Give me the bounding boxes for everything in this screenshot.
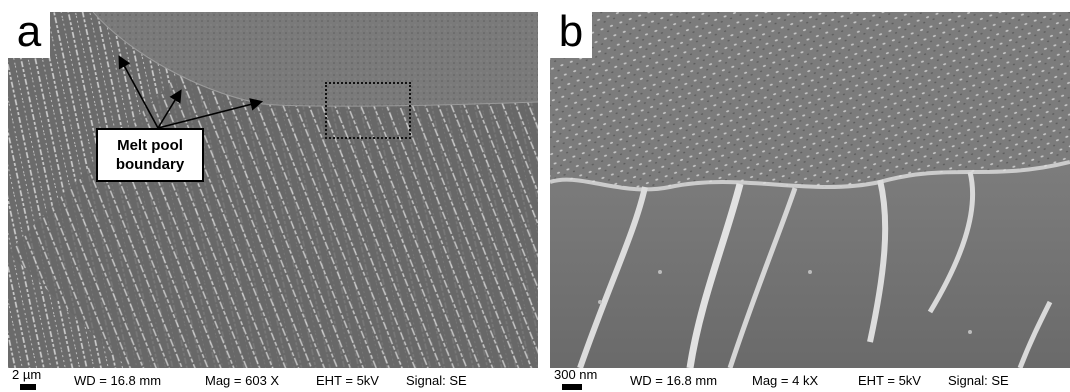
eht-b: EHT = 5kV [858, 373, 921, 388]
zoom-region-box [325, 82, 411, 139]
sem-micrograph-b [550, 12, 1070, 368]
magnification-a: Mag = 603 X [205, 373, 280, 388]
panel-label-b: b [550, 12, 592, 58]
sem-image-b: b [550, 12, 1070, 368]
sem-image-a: a Melt pool boundary [8, 12, 538, 368]
signal-a: Signal: SE [406, 373, 467, 388]
signal-b: Signal: SE [948, 373, 1009, 388]
caption-bar-b: 300 nm WD = 16.8 mm Mag = 4 kX EHT = 5kV… [550, 368, 1070, 392]
working-distance-a: WD = 16.8 mm [74, 373, 162, 388]
arrow-1 [118, 55, 159, 129]
scale-label-a: 2 µm [12, 367, 42, 382]
scale-bar-a [20, 384, 36, 390]
melt-pool-boundary-label: Melt pool boundary [96, 128, 204, 182]
eht-a: EHT = 5kV [316, 373, 379, 388]
arrow-2 [157, 89, 182, 129]
caption-bar-a: 2 µm WD = 16.8 mm Mag = 603 X EHT = 5kV … [8, 368, 538, 392]
scale-bar-b [562, 384, 582, 390]
annotation-arrows [118, 55, 264, 129]
scale-label-b: 300 nm [554, 367, 598, 382]
arrow-3 [157, 98, 264, 129]
panel-label-a: a [8, 12, 50, 58]
magnification-b: Mag = 4 kX [752, 373, 819, 388]
working-distance-b: WD = 16.8 mm [630, 373, 718, 388]
sem-micrograph-a [8, 12, 538, 368]
